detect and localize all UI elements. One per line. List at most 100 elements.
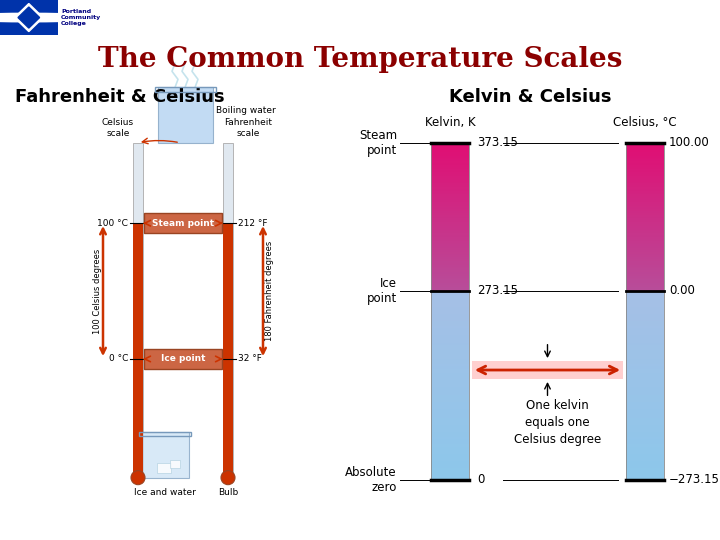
Bar [626, 250, 664, 252]
Bar [626, 392, 664, 395]
Text: Ice point: Ice point [161, 354, 205, 363]
Bar [626, 421, 664, 423]
Bar [626, 414, 664, 416]
Bar [431, 278, 469, 280]
Bar [626, 295, 664, 298]
Bar [626, 200, 664, 202]
Bar [431, 252, 469, 254]
Bar [626, 156, 664, 158]
Bar [431, 245, 469, 246]
Bar [472, 361, 623, 379]
Bar [626, 178, 664, 180]
Bar [431, 359, 469, 361]
Bar [431, 354, 469, 357]
Bar [431, 442, 469, 444]
Bar [626, 241, 664, 242]
Text: One kelvin
equals one
Celsius degree: One kelvin equals one Celsius degree [514, 399, 601, 446]
Bar [626, 378, 664, 380]
Bar [431, 395, 469, 397]
Bar [431, 265, 469, 267]
Bar [626, 232, 664, 233]
Bar [431, 191, 469, 193]
Bar [431, 250, 469, 252]
Bar [626, 215, 664, 217]
Bar [626, 463, 664, 465]
Bar [431, 373, 469, 376]
Bar [431, 456, 469, 458]
Bar [626, 444, 664, 447]
Bar [431, 276, 469, 278]
Text: Ice
point: Ice point [366, 276, 397, 305]
Bar [431, 399, 469, 402]
Bar [431, 449, 469, 451]
Bar [431, 232, 469, 233]
Bar [431, 444, 469, 447]
Bar [431, 148, 469, 150]
Bar [431, 468, 469, 470]
Bar [431, 463, 469, 465]
Bar [626, 430, 664, 433]
Bar [626, 187, 664, 189]
Bar [626, 404, 664, 407]
Bar [431, 397, 469, 399]
Bar [431, 335, 469, 338]
Bar [431, 198, 469, 200]
Bar [431, 461, 469, 463]
Bar [431, 340, 469, 342]
Bar [626, 219, 664, 220]
Bar [626, 145, 664, 146]
Bar [626, 340, 664, 342]
Bar [626, 361, 664, 364]
Bar [626, 435, 664, 437]
Bar [431, 215, 469, 217]
Bar [626, 388, 664, 390]
Bar [626, 263, 664, 265]
Bar [626, 357, 664, 359]
Bar [626, 254, 664, 255]
Text: Ice and water: Ice and water [134, 488, 196, 497]
Bar [626, 456, 664, 458]
Bar [431, 233, 469, 235]
Bar [431, 319, 469, 321]
Bar [626, 246, 664, 248]
Bar [431, 254, 469, 255]
Bar [431, 210, 469, 211]
Bar [431, 285, 469, 287]
Bar [626, 451, 664, 454]
Bar [431, 167, 469, 168]
Bar [431, 369, 469, 371]
Bar [626, 364, 664, 366]
Bar [170, 460, 180, 468]
FancyBboxPatch shape [144, 213, 222, 233]
Bar [431, 187, 469, 189]
Bar [431, 171, 469, 172]
Bar [431, 241, 469, 242]
Bar [626, 235, 664, 237]
Bar [223, 143, 233, 478]
Bar [431, 178, 469, 180]
Bar [626, 165, 664, 167]
Bar [626, 383, 664, 385]
Bar [431, 378, 469, 380]
Bar [431, 176, 469, 178]
Bar [626, 449, 664, 451]
Bar [431, 197, 469, 198]
Bar [626, 255, 664, 257]
Bar [626, 206, 664, 207]
Bar [626, 447, 664, 449]
Bar [626, 226, 664, 228]
Bar [431, 168, 469, 171]
Bar [626, 472, 664, 475]
Bar [431, 472, 469, 475]
Bar [431, 224, 469, 226]
Bar [431, 421, 469, 423]
Bar [431, 154, 469, 156]
Text: 0: 0 [477, 473, 485, 486]
Bar [431, 423, 469, 426]
Bar [431, 380, 469, 383]
Bar [626, 323, 664, 326]
Bar [626, 148, 664, 150]
Bar [431, 174, 469, 176]
Bar [431, 217, 469, 219]
Bar [626, 319, 664, 321]
